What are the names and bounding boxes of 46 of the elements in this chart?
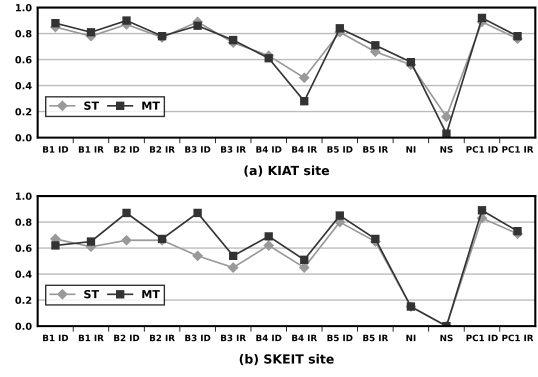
y-tick-label: 0.8 xyxy=(15,30,32,38)
x-tick-label: B1 ID xyxy=(43,146,68,153)
x-tick-label: B2 ID xyxy=(114,334,140,342)
x-tick-label: B2 ID xyxy=(114,146,140,153)
x-tick-label: B3 ID xyxy=(185,334,210,342)
x-tick-label: PC1 IR xyxy=(502,146,534,153)
y-tick-label: 0.0 xyxy=(15,134,32,142)
y-tick-label: 0.4 xyxy=(15,82,32,90)
x-tick-label: B4 IR xyxy=(292,146,317,153)
x-tick-label: NI xyxy=(406,334,416,342)
y-tick-label: 0.8 xyxy=(15,218,32,226)
x-tick-label: PC1 ID xyxy=(466,146,498,153)
x-tick-label: B5 IR xyxy=(363,146,388,153)
legend-label: ST xyxy=(84,290,100,298)
x-tick-label: B4 ID xyxy=(256,334,282,342)
x-tick-label: NI xyxy=(406,146,416,153)
legend-label: ST xyxy=(84,101,100,110)
x-tick-label: B1 IR xyxy=(78,334,104,342)
x-tick-label: PC1 IR xyxy=(502,334,534,342)
y-tick-label: 0.0 xyxy=(15,322,32,330)
legend-label: MT xyxy=(142,290,160,298)
x-tick-label: B5 ID xyxy=(327,146,353,153)
x-tick-label: B4 ID xyxy=(256,146,282,153)
y-tick-label: 0.6 xyxy=(15,244,32,252)
x-axis-title: (a) KIAT site xyxy=(244,166,330,177)
x-tick-label: B3 IR xyxy=(221,146,246,153)
x-tick-label: B3 ID xyxy=(185,146,210,153)
y-tick-label: 1.0 xyxy=(16,4,32,12)
x-tick-label: B3 IR xyxy=(221,334,246,342)
x-axis-title: (b) SKEIT site xyxy=(240,354,334,366)
x-tick-label: NS xyxy=(440,334,453,342)
x-tick-label: B2 IR xyxy=(150,146,175,153)
x-tick-label: PC1 ID xyxy=(466,334,498,342)
x-tick-label: B4 IR xyxy=(292,334,317,342)
y-tick-label: 0.6 xyxy=(15,56,32,64)
x-tick-label: B1 ID xyxy=(43,334,68,342)
y-tick-label: 0.4 xyxy=(15,270,32,278)
x-tick-label: B1 IR xyxy=(78,146,104,153)
y-tick-label: 1.0 xyxy=(16,192,32,200)
x-tick-label: B2 IR xyxy=(150,334,175,342)
x-tick-label: B5 ID xyxy=(327,334,353,342)
y-tick-label: 0.2 xyxy=(15,296,32,304)
x-tick-label: NS xyxy=(440,146,453,153)
x-tick-label: B5 IR xyxy=(363,334,388,342)
legend-label: MT xyxy=(142,102,160,110)
y-tick-label: 0.2 xyxy=(15,108,32,116)
